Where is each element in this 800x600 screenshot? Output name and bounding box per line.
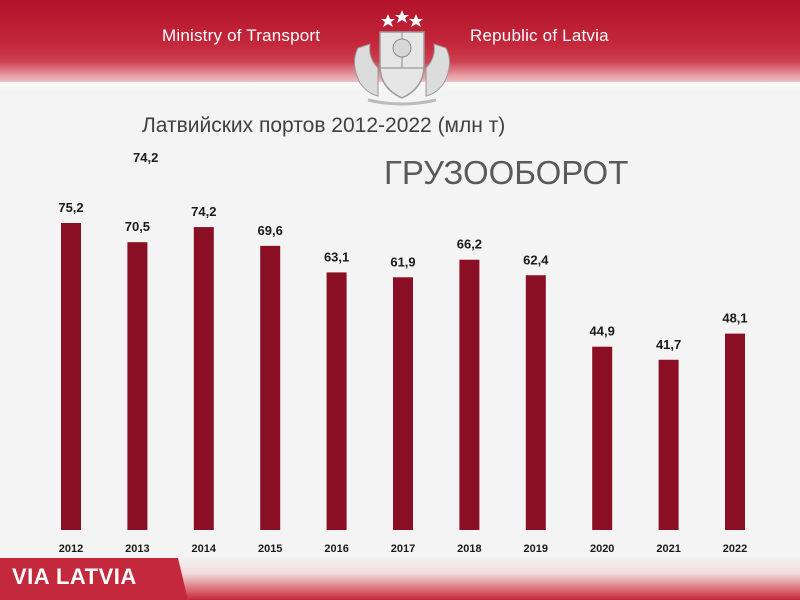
republic-label: Republic of Latvia xyxy=(470,26,609,45)
bar-2017 xyxy=(393,277,413,530)
x-tick-2017: 2017 xyxy=(391,543,415,555)
x-tick-2020: 2020 xyxy=(590,543,614,555)
data-label-2020: 44,9 xyxy=(590,324,615,339)
bar-2019 xyxy=(525,275,546,530)
bar-2014 xyxy=(193,227,214,530)
stray-data-label: 74,2 xyxy=(133,150,159,165)
data-label-2013: 70,5 xyxy=(125,219,150,234)
data-label-2019: 62,4 xyxy=(523,252,549,267)
data-label-2018: 66,2 xyxy=(457,237,482,252)
bar-2013 xyxy=(127,242,148,530)
bar-2022 xyxy=(725,333,745,530)
emblem-lion xyxy=(354,43,379,97)
footer-logo-text: VIA LATVIA xyxy=(12,564,137,589)
x-tick-2014: 2014 xyxy=(192,543,217,555)
data-label-2012: 75,2 xyxy=(58,200,83,215)
bar-2018 xyxy=(459,259,480,530)
ministry-label: Ministry of Transport xyxy=(162,26,321,45)
x-tick-2013: 2013 xyxy=(125,543,149,555)
emblem-stars xyxy=(381,10,423,27)
chart-subtitle: Латвийских портов 2012-2022 (млн т) xyxy=(142,114,506,137)
chart-title: ГРУЗООБОРОТ xyxy=(384,154,629,191)
data-label-2022: 48,1 xyxy=(722,311,747,326)
emblem-griffin xyxy=(425,43,450,97)
data-label-2014: 74,2 xyxy=(191,204,216,219)
data-label-2017: 61,9 xyxy=(390,254,415,269)
x-tick-2022: 2022 xyxy=(723,543,747,555)
bar-2012 xyxy=(61,223,81,530)
data-label-2016: 63,1 xyxy=(324,249,349,264)
x-tick-2016: 2016 xyxy=(324,543,348,555)
bar-2021 xyxy=(658,359,679,530)
x-tick-2019: 2019 xyxy=(524,543,548,555)
x-tick-2012: 2012 xyxy=(59,543,83,555)
latvia-coat-of-arms-icon xyxy=(354,10,450,106)
bar-2020 xyxy=(592,346,613,530)
bar-2015 xyxy=(260,245,281,531)
footer-banner: VIA LATVIA xyxy=(0,556,800,600)
data-label-2021: 41,7 xyxy=(656,337,681,352)
data-label-2015: 69,6 xyxy=(258,223,283,238)
via-latvia-logo-icon xyxy=(0,558,188,600)
x-tick-2021: 2021 xyxy=(656,543,680,555)
x-tick-2015: 2015 xyxy=(258,543,282,555)
x-tick-2018: 2018 xyxy=(457,543,481,555)
bar-2016 xyxy=(326,272,347,530)
